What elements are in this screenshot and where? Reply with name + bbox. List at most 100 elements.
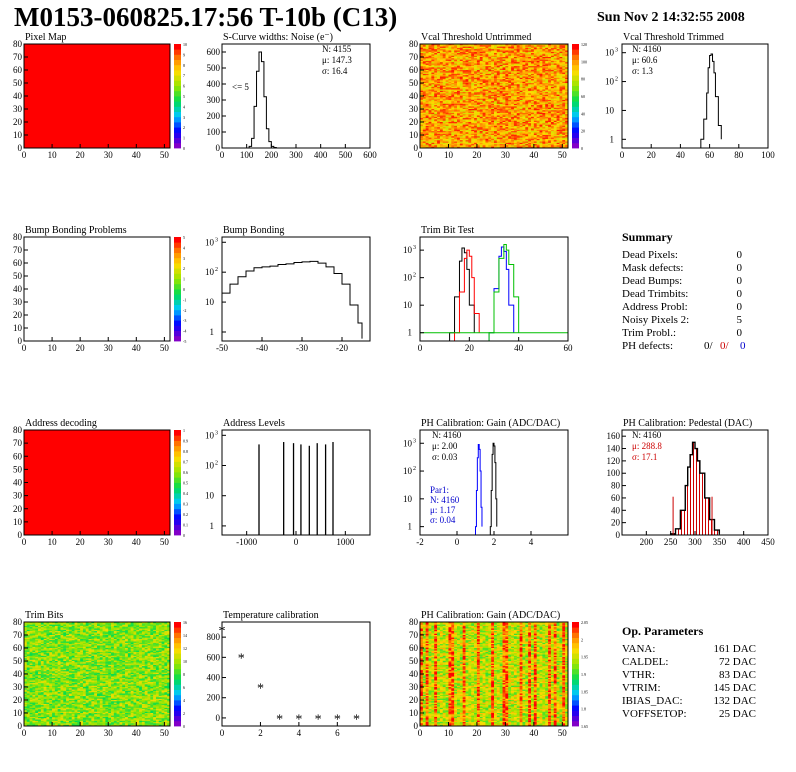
heatmap-cell: [442, 109, 446, 111]
heatmap-cell: [496, 90, 500, 93]
heatmap-cell: [479, 129, 483, 132]
heatmap-cell: [522, 89, 526, 92]
heatmap-cell: [434, 75, 438, 77]
heatmap-cell: [437, 64, 441, 67]
heatmap-cell: [479, 145, 483, 147]
heatmap-cell: [511, 128, 515, 131]
heatmap-cell: [471, 70, 475, 72]
heatmap-cell: [522, 79, 526, 81]
heatmap-cell: [425, 45, 429, 47]
heatmap-cell: [445, 76, 449, 79]
heatmap-cell: [437, 135, 441, 137]
heatmap-cell: [491, 50, 495, 53]
heatmap-cell: [508, 125, 512, 128]
heatmap-cell: [428, 128, 432, 131]
heatmap-cell: [434, 99, 438, 102]
heatmap-cell: [494, 49, 498, 51]
heatmap-cell: [511, 116, 515, 119]
heatmap-cell: [502, 70, 506, 72]
heatmap-cell: [465, 89, 469, 92]
heatmap-cell: [442, 129, 446, 132]
heatmap-cell: [485, 79, 489, 81]
heatmap-cell: [454, 94, 458, 97]
heatmap-cell: [454, 84, 458, 86]
heatmap-cell: [519, 76, 523, 79]
heatmap-cell: [476, 129, 481, 132]
heatmap-cell: [420, 57, 424, 59]
heatmap-cell: [428, 107, 432, 110]
heatmap-cell: [516, 101, 520, 103]
heatmap-cell: [516, 59, 520, 62]
heatmap-cell: [442, 132, 446, 134]
heatmap-cell: [471, 98, 475, 101]
heatmap-cell: [471, 93, 475, 95]
heatmap-cell: [519, 131, 523, 133]
heatmap-cell: [476, 63, 481, 66]
heatmap-cell: [454, 103, 458, 106]
heatmap-cell: [494, 85, 498, 88]
x-tick-label: 100: [240, 150, 254, 160]
heatmap-cell: [496, 106, 500, 108]
heatmap-cell: [434, 94, 438, 97]
heatmap-cell: [525, 55, 529, 58]
heatmap-cell: [448, 58, 452, 60]
heatmap-cell: [448, 101, 452, 103]
heatmap-cell: [459, 73, 463, 76]
palette-label: 40: [581, 111, 585, 116]
heatmap-cell: [439, 132, 444, 134]
heatmap-cell: [428, 103, 432, 106]
heatmap-cell: [511, 60, 515, 63]
heatmap-cell: [494, 107, 498, 110]
heatmap-cell: [451, 68, 455, 71]
heatmap-cell: [439, 47, 444, 50]
heatmap-cell: [437, 80, 441, 82]
heatmap-cell: [511, 89, 515, 92]
heatmap-cell: [479, 125, 483, 128]
heatmap-cell: [445, 45, 449, 47]
heatmap-cell: [465, 106, 469, 108]
heatmap-cell: [454, 50, 458, 53]
heatmap-cell: [468, 110, 472, 112]
heatmap-cell: [471, 145, 475, 147]
heatmap-cell: [459, 88, 463, 90]
heatmap-cell: [439, 127, 444, 129]
heatmap-cell: [428, 90, 432, 93]
heatmap-cell: [491, 90, 495, 93]
heatmap-cell: [459, 94, 463, 97]
heatmap-cell: [445, 79, 449, 81]
heatmap-cell: [439, 128, 444, 131]
heatmap-cell: [448, 111, 452, 114]
heatmap-cell: [505, 141, 509, 144]
heatmap-cell: [468, 115, 472, 118]
heatmap-cell: [482, 120, 486, 123]
heatmap-cell: [445, 98, 449, 101]
heatmap-cell: [485, 94, 489, 97]
heatmap-cell: [437, 144, 441, 146]
heatmap-cell: [439, 114, 444, 116]
heatmap-cell: [457, 122, 461, 124]
heatmap-cell: [491, 45, 495, 47]
heatmap-cell: [494, 105, 498, 107]
heatmap-cell: [519, 79, 523, 81]
heatmap-cell: [505, 83, 509, 85]
heatmap-cell: [465, 86, 469, 89]
heatmap-cell: [471, 51, 475, 54]
heatmap-cell: [422, 58, 426, 60]
heatmap-cell: [471, 89, 475, 92]
heatmap-cell: [479, 66, 483, 68]
heatmap-cell: [488, 93, 492, 95]
heatmap-cell: [431, 105, 435, 107]
heatmap-cell: [499, 73, 503, 76]
heatmap-cell: [485, 58, 489, 60]
heatmap-cell: [513, 145, 518, 147]
heatmap-cell: [437, 86, 441, 89]
heatmap-cell: [505, 110, 509, 112]
heatmap-cell: [462, 106, 466, 108]
heatmap-cell: [525, 57, 529, 59]
heatmap-cell: [471, 44, 475, 46]
heatmap-cell: [468, 105, 472, 107]
palette-swatch: [174, 304, 181, 311]
heatmap-cell: [459, 47, 463, 50]
heatmap-cell: [422, 125, 426, 128]
heatmap-cell: [448, 62, 452, 64]
